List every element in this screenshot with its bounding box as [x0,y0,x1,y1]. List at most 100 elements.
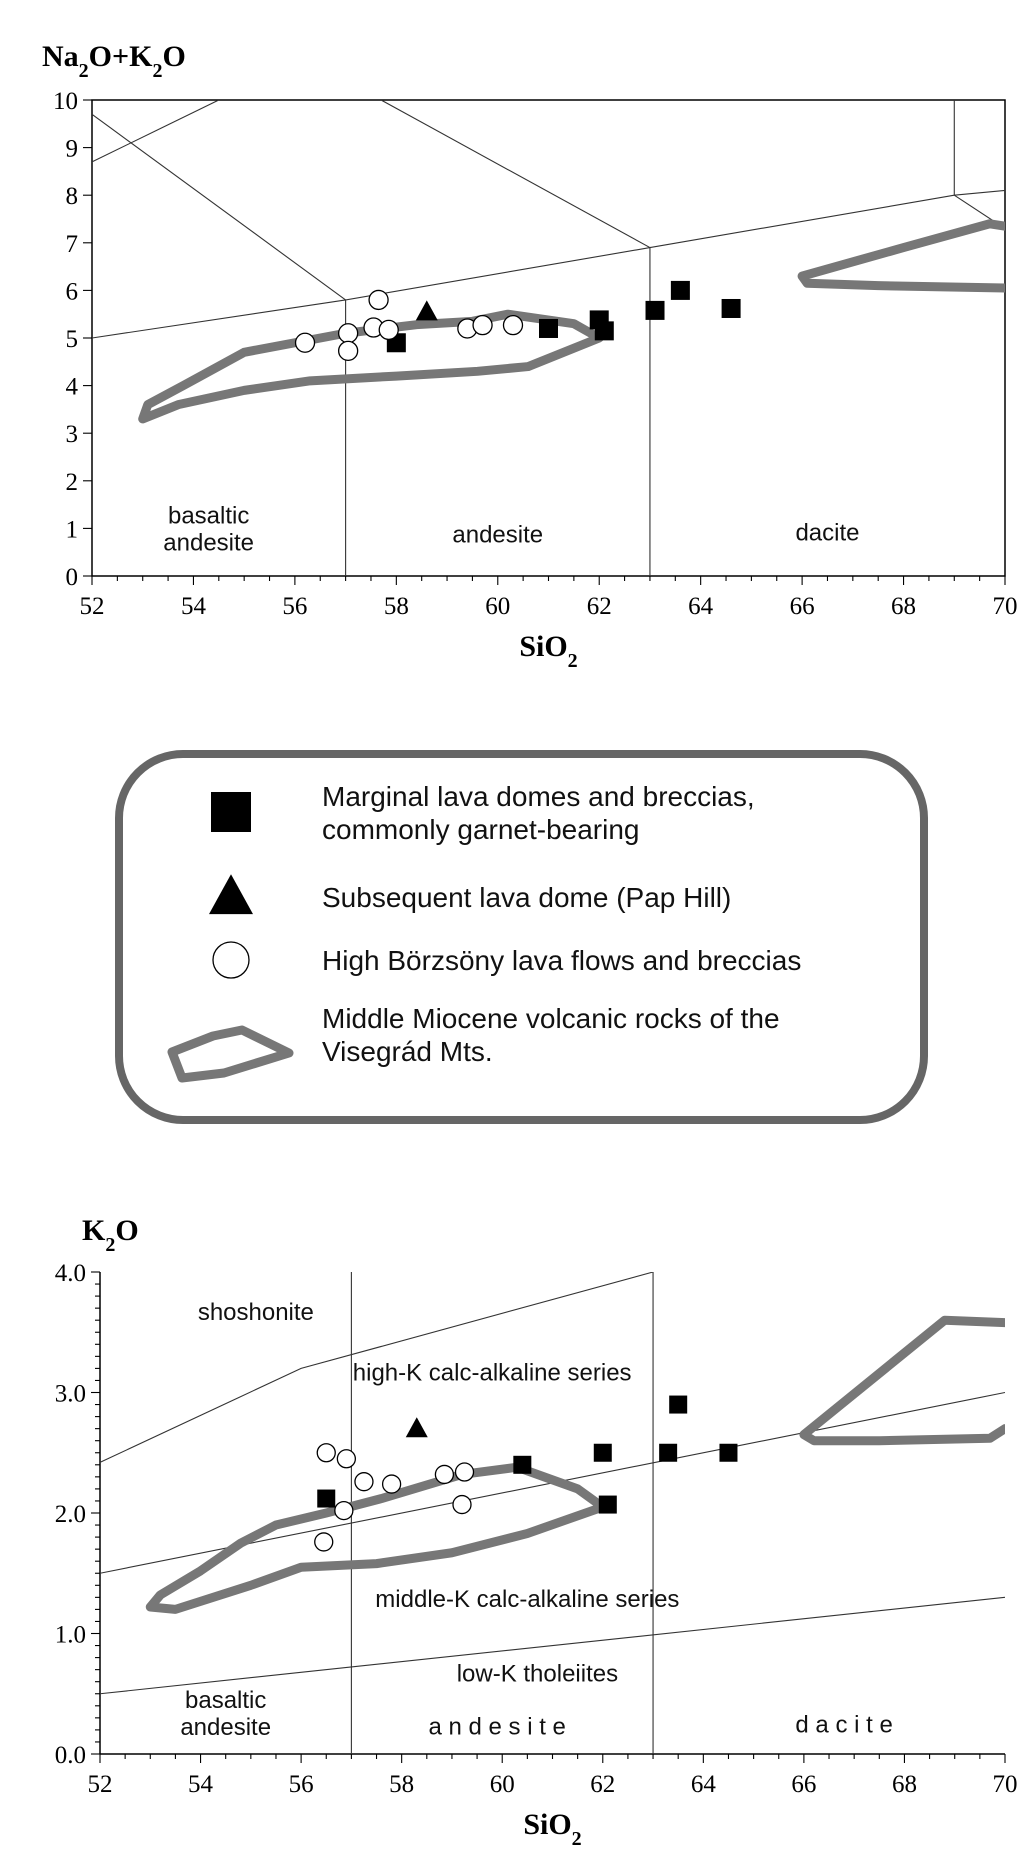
k2o-diagram: shoshonite high-K calc-alkaline series mid… [55,1214,1018,1850]
chart0-y-tick-label: 3 [66,421,79,448]
chart0-point-square [670,280,690,300]
chart0-x-tick-label: 62 [587,593,612,620]
chart1-region-label: andesite [180,1714,271,1741]
chart0-x-tick-label: 52 [80,593,105,620]
chart1-x-tick-label: 58 [389,1771,414,1798]
chart0-field-line [345,246,651,576]
chart0-region-label: dacite [795,519,859,546]
chart1-y-tick-label: 1.0 [55,1622,86,1649]
chart0-x-tick-label: 70 [993,593,1018,620]
chart0-y-tick-label: 5 [66,326,79,353]
chart0-x-tick-label: 68 [891,593,916,620]
chart1-x-tick-label: 66 [791,1771,816,1798]
chart0-y-axis-title-part: O+K [89,40,153,73]
chart1-region-label: shoshonite [198,1299,314,1326]
chart1-x-tick-label: 56 [289,1771,314,1798]
chart1-x-tick-label: 60 [490,1771,515,1798]
chart1-point-square [669,1395,688,1414]
chart1-field-line [100,1272,654,1463]
chart1-point-circle [314,1532,334,1552]
chart1-point-square [593,1443,612,1462]
chart1-y-tick-label: 3.0 [55,1381,86,1408]
chart0-point-circle [294,332,316,353]
legend-label: Middle Miocene volcanic rocks of the [322,1003,780,1034]
chart0-visegrad-outline [797,219,1005,293]
chart1-plot-area [100,1272,1005,1754]
chart0-y-axis-title-part: Na [42,40,79,73]
chart1-x-tick-label: 70 [993,1771,1018,1798]
chart1-y-tick-label: 2.0 [55,1501,86,1528]
legend-label: Marginal lava domes and breccias, [322,781,755,812]
legend-item: High Börzsöny lava flows and breccias [212,941,801,979]
chart0-point-square [594,321,614,341]
chart0-y-tick-label: 8 [66,183,79,210]
chart1-x-axis-title-part: SiO [523,1808,571,1841]
chart0-point-circle [378,319,399,341]
chart0-y-axis-title-part: 2 [79,60,89,82]
chart0-x-axis-title-part: 2 [568,650,578,672]
chart1-point-circle [454,1462,475,1482]
chart0-point-square [539,318,558,338]
chart0-y-tick-label: 4 [66,374,79,401]
legend-marker-triangle [209,874,253,915]
chart1-region-label: d a c i t e [795,1711,892,1738]
legend-item: Subsequent lava dome (Pap Hill) [209,874,731,915]
chart0-point-triangle [415,300,438,321]
chart0-x-tick-label: 60 [485,593,510,620]
chart0-region-label: andesite [452,522,543,549]
chart1-field-line [100,1596,1005,1695]
chart1-point-square [317,1489,336,1508]
chart0-y-axis-title-part: O [162,40,185,73]
chart0-point-circle [337,323,359,344]
legend-marker-square [211,792,251,832]
legend-marker-outline [167,1025,294,1083]
chart0-x-tick-label: 54 [181,593,207,620]
chart1-y-axis-title: K2O [82,1214,139,1256]
chart1-x-axis-title-part: 2 [572,1828,582,1850]
chart1-y-axis-title-part: 2 [105,1234,115,1256]
chart1-point-circle [354,1472,374,1492]
chart1-x-tick-label: 62 [590,1771,615,1798]
legend-box [115,750,928,1124]
chart1-x-axis-title: SiO2 [523,1808,581,1850]
chart1-point-square [719,1443,738,1462]
chart1-point-circle [336,1449,357,1469]
chart0-y-tick-label: 6 [66,278,79,305]
chart1-x-tick-label: 52 [88,1771,113,1798]
chart0-y-tick-label: 10 [53,88,78,115]
chart1-region-label: middle-K calc-alkaline series [375,1586,679,1613]
chart0-region-label: basaltic [168,503,249,530]
chart1-point-square [513,1455,532,1474]
chart1-y-tick-label: 4.0 [55,1260,86,1287]
legend-label: High Börzsöny lava flows and breccias [322,945,801,976]
chart0-y-tick-label: 0 [66,564,79,591]
chart1-region-label: high-K calc-alkaline series [353,1359,632,1386]
chart0-y-axis-title-part: 2 [152,60,162,82]
chart0-y-axis-title: Na2O+K2O [42,40,186,82]
chart0-y-tick-label: 9 [66,136,79,163]
legend-item: Marginal lava domes and breccias,commonl… [211,781,755,845]
chart0-plot-area [92,100,1005,576]
chart1-point-circle [381,1474,402,1494]
chart1-point-circle [316,1443,336,1463]
chart0-point-circle [472,314,493,336]
legend-label: commonly garnet-bearing [322,814,640,845]
chart0-point-square [721,298,741,318]
chart1-point-circle [452,1494,472,1515]
chart0-y-tick-label: 7 [66,231,79,258]
chart1-y-tick-label: 0.0 [55,1742,86,1769]
chart1-visegrad-outline [145,1462,608,1614]
chart1-region-label: basaltic [185,1687,266,1714]
chart0-field-line [92,113,346,301]
chart1-y-axis-title-part: O [115,1214,138,1247]
chart0-point-square [645,300,665,320]
chart1-x-tick-label: 64 [691,1771,717,1798]
chart0-field-line [380,100,651,249]
legend-marker-circle [212,941,250,979]
chart0-point-circle [368,289,389,311]
legend-item: Middle Miocene volcanic rocks of theVise… [167,1003,780,1083]
chart1-region-label: a n d e s i t e [428,1714,565,1741]
chart1-point-circle [434,1464,455,1485]
chart0-field-line [92,100,220,163]
